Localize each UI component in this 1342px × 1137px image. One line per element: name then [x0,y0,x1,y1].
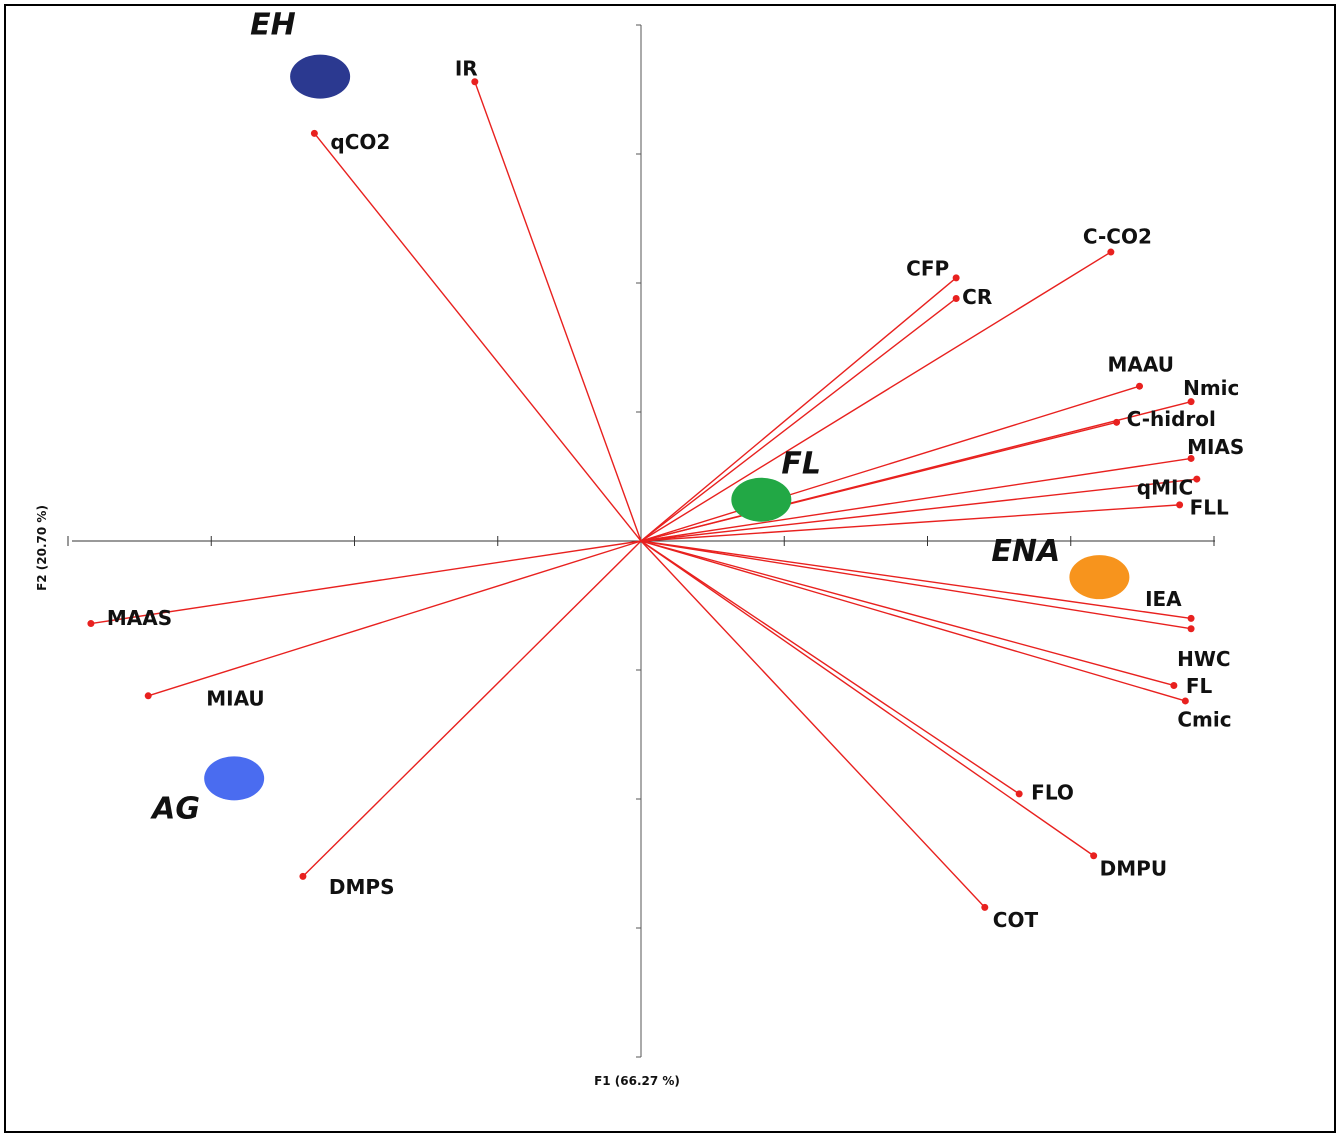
vector-point-qmic [1193,475,1201,483]
x-axis-label: F1 (66.27 %) [594,1074,680,1088]
variable-label: HWC [1177,647,1230,671]
group-label: FL [781,447,821,482]
variable-label: IEA [1145,587,1182,611]
vector-point-fll [1176,501,1184,509]
vector-ir [474,81,642,542]
vector-qco2 [313,132,642,542]
vector-point-qco2 [310,129,318,137]
vector-c-co2 [640,251,1112,542]
vector-dmpu [640,540,1095,857]
variable-label: qCO2 [330,130,390,154]
vector-point-iea [1187,614,1195,622]
variable-label: C-hidrol [1127,407,1216,431]
vector-mias [640,457,1192,542]
vector-point-ir [471,78,479,86]
group-label: AG [150,791,200,826]
vector-cmic [640,540,1186,702]
vector-fl [640,540,1175,687]
variable-label: DMPS [329,875,395,899]
group-markers: EH FL ENA AG [150,8,1130,826]
vector-point-c-hidrol [1113,418,1121,426]
vector-hwc [640,540,1192,630]
variable-label: Cmic [1177,707,1231,731]
variable-label: MAAU [1108,353,1174,377]
vector-point-cot [981,903,989,911]
vector-point-cfp [952,274,960,282]
vector-point-nmic [1187,398,1195,406]
vector-maau [640,385,1140,542]
vector-point-cr [952,294,960,302]
vector-cot [640,540,986,908]
vector-point-c-co2 [1107,248,1115,256]
vector-point-fl [1170,681,1178,689]
vector-point-maas [87,620,95,628]
variable-label: Nmic [1183,376,1239,400]
variable-label: MIAS [1187,435,1244,459]
vector-flo [640,540,1020,795]
vector-point-hwc [1187,625,1195,633]
variable-label: COT [993,908,1039,932]
vector-qmic [640,478,1197,542]
vector-cr [640,297,957,542]
variable-label: IR [455,56,478,80]
group-marker-ag [204,756,265,801]
vector-dmps [302,540,642,877]
variable-label: CR [962,285,992,309]
vector-point-dmps [299,872,307,880]
vector-iea [640,540,1192,620]
vector-point-mias [1187,454,1195,462]
group-label: ENA [991,534,1060,569]
vector-point-maau [1136,382,1144,390]
y-axis-label: F2 (20.70 %) [35,505,49,591]
vector-cfp [640,277,957,542]
vector-fll [640,504,1180,542]
group-marker-eh [290,54,351,99]
vector-miau [148,540,642,697]
vector-c-hidrol [640,421,1117,542]
vector-maas [90,540,642,625]
vector-point-cmic [1181,697,1189,705]
variable-label: FLL [1190,495,1229,519]
variable-label: MAAS [107,606,172,630]
group-label: EH [250,8,296,43]
group-marker-ena [1069,555,1130,600]
variable-vectors: IR qCO2 C-CO2 CFP CR MAAU Nmic C-hidrol MIAS qMIC… [87,56,1244,932]
vector-point-dmpu [1090,852,1098,860]
vector-point-miau [144,692,152,700]
variable-label: FLO [1031,780,1074,804]
variable-label: C-CO2 [1083,225,1152,249]
variable-label: CFP [906,256,949,280]
variable-label: DMPU [1100,856,1167,880]
variable-label: FL [1186,674,1213,698]
vector-point-flo [1015,790,1023,798]
variable-label: qMIC [1137,476,1193,500]
group-marker-fl [731,477,792,522]
variable-label: MIAU [206,686,264,710]
